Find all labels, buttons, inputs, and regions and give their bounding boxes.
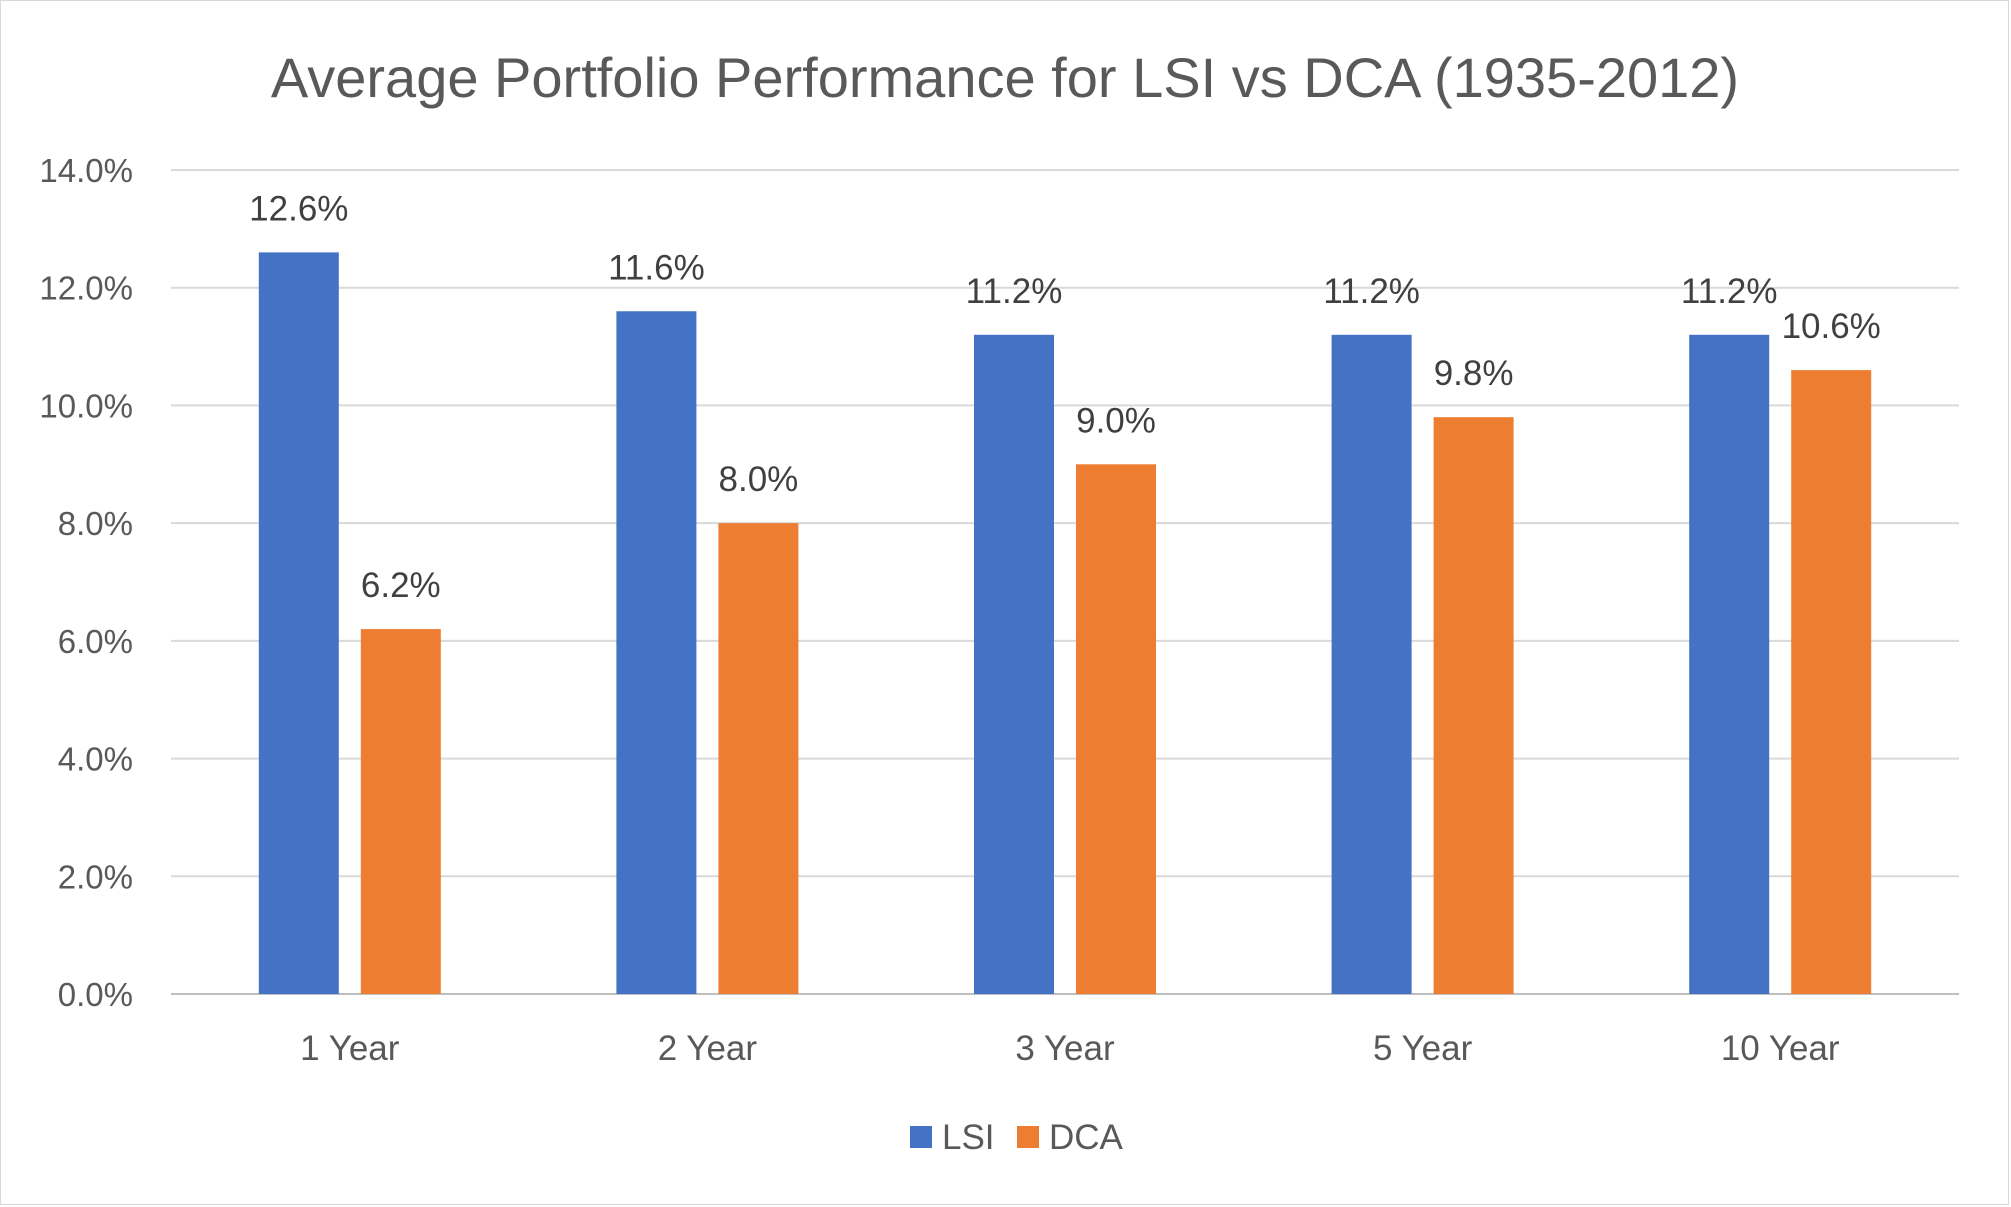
data-label: 11.2% — [1323, 272, 1420, 311]
data-label: 10.6% — [1782, 307, 1881, 346]
data-label: 12.6% — [249, 189, 348, 228]
y-tick-label: 10.0% — [39, 387, 133, 424]
y-tick-label: 2.0% — [58, 858, 133, 895]
gridlines — [171, 169, 1959, 995]
legend-swatch-lsi — [910, 1126, 932, 1148]
y-tick-label: 12.0% — [39, 270, 133, 307]
data-label: 11.2% — [966, 272, 1063, 311]
x-tick-label: 3 Year — [1015, 1029, 1115, 1068]
bar-lsi-1-year — [258, 252, 339, 994]
bars — [258, 252, 1872, 995]
y-tick-label: 6.0% — [58, 623, 133, 660]
bar-lsi-3-year — [974, 334, 1054, 994]
bar-dca-2-year — [718, 523, 799, 994]
bar-lsi-2-year — [616, 311, 697, 994]
x-axis-ticks: 1 Year 2 Year 3 Year 5 Year 10 Year — [300, 1029, 1840, 1068]
y-tick-label: 8.0% — [58, 505, 133, 542]
data-labels: 12.6% 6.2% 11.6% 8.0% 11.2% 9.0% 11.2% 9.8% 11.2… — [249, 189, 1881, 605]
x-tick-label: 2 Year — [658, 1029, 758, 1068]
data-label: 11.6% — [608, 248, 705, 287]
bar-dca-10-year — [1791, 370, 1872, 995]
x-tick-label: 10 Year — [1721, 1029, 1840, 1068]
data-label: 9.8% — [1434, 354, 1514, 393]
x-tick-label: 1 Year — [300, 1029, 400, 1068]
bar-dca-5-year — [1433, 417, 1514, 994]
legend-label-lsi: LSI — [942, 1118, 995, 1157]
x-tick-label: 5 Year — [1373, 1029, 1473, 1068]
y-tick-label: 4.0% — [58, 741, 133, 778]
y-tick-label: 14.0% — [39, 152, 133, 189]
bar-lsi-5-year — [1331, 334, 1412, 994]
data-label: 9.0% — [1076, 401, 1156, 440]
y-axis-ticks: 0.0% 2.0% 4.0% 6.0% 8.0% 10.0% 12.0% 14.0% — [39, 152, 133, 1013]
data-label: 8.0% — [719, 460, 799, 499]
y-tick-label: 0.0% — [58, 976, 133, 1013]
bar-lsi-10-year — [1689, 334, 1770, 994]
legend-label-dca: DCA — [1049, 1118, 1124, 1157]
legend-swatch-dca — [1017, 1126, 1039, 1148]
legend: LSI DCA — [910, 1118, 1124, 1157]
chart-title: Average Portfolio Performance for LSI vs… — [271, 46, 1739, 109]
bar-dca-3-year — [1076, 464, 1156, 994]
bar-dca-1-year — [360, 629, 441, 994]
data-label: 11.2% — [1681, 272, 1778, 311]
data-label: 6.2% — [361, 566, 441, 605]
